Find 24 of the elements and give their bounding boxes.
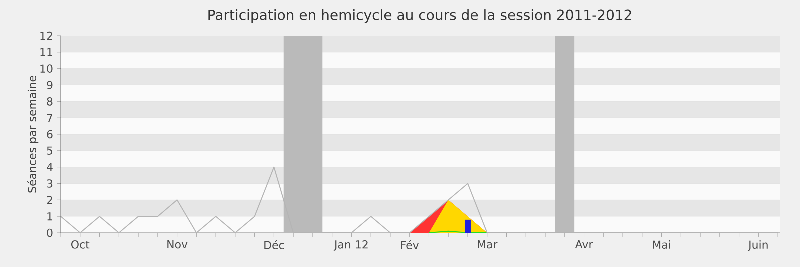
x-tick-label: Nov [168,240,188,249]
x-tick-label: Fév [401,240,420,250]
y-tick-label: 11 [40,48,52,56]
x-tick-label: Déc [264,240,284,250]
y-tick-label: 5 [47,146,53,155]
x-tick-label: Oct [72,240,90,249]
y-tick-label: 7 [47,114,53,122]
y-tick-label: 8 [47,98,53,106]
y-tick-label: 4 [47,163,53,172]
x-tick-label: Mar [478,240,498,249]
y-tick-label: 12 [40,32,52,40]
x-tick-label: Mai [653,240,670,250]
y-tick-label: 6 [47,130,53,139]
y-tick-label: 1 [48,212,52,221]
y-tick-label: 9 [47,81,53,90]
x-tick-label: Avr [575,240,594,249]
y-tick-label: 0 [47,228,53,238]
x-tick-label: Juin [748,240,768,252]
y-axis-title: Séances par semaine [28,76,39,193]
x-tick-label: Jan 12 [334,240,368,251]
chart-title: Participation en hemicycle au cours de la session 2011-2012 [208,10,632,24]
y-tick-label: 2 [47,196,52,204]
y-tick-label: 3 [47,180,53,188]
y-tick-label: 10 [40,64,53,73]
